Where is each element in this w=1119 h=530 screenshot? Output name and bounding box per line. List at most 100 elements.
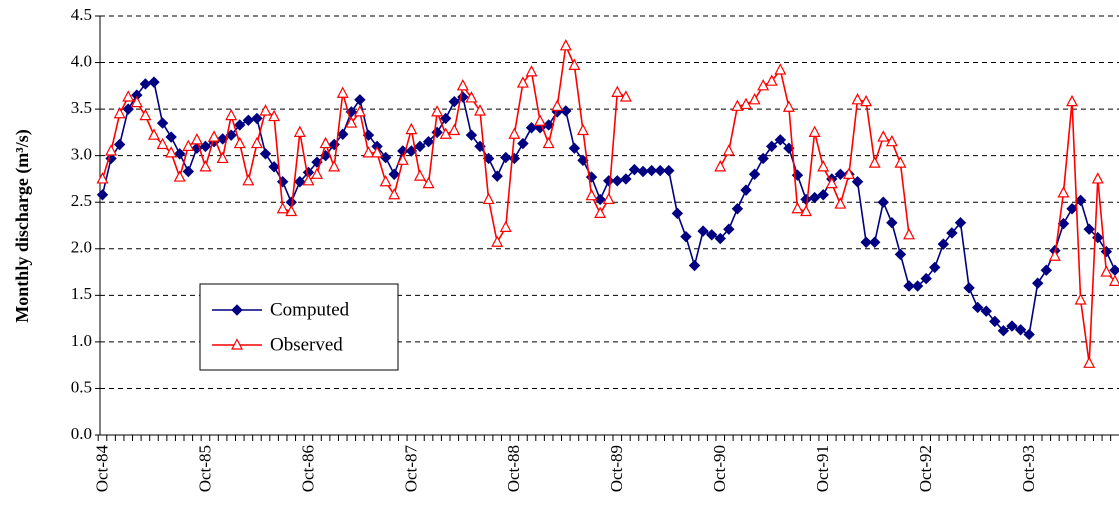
data-point bbox=[516, 76, 529, 88]
data-point bbox=[645, 164, 658, 177]
data-point bbox=[302, 174, 315, 186]
data-point bbox=[294, 176, 306, 188]
data-point bbox=[216, 151, 229, 164]
data-point bbox=[860, 94, 873, 107]
data-point bbox=[894, 248, 907, 261]
data-point bbox=[611, 175, 624, 187]
data-point bbox=[971, 301, 984, 314]
data-point bbox=[800, 193, 812, 206]
y-tick-label: 3.5 bbox=[71, 98, 92, 117]
data-point bbox=[886, 216, 898, 229]
data-point bbox=[456, 79, 469, 91]
data-point bbox=[1006, 320, 1018, 332]
data-point bbox=[740, 97, 752, 110]
y-tick-label: 1.0 bbox=[71, 331, 92, 350]
data-point bbox=[834, 197, 847, 209]
data-point bbox=[1074, 194, 1087, 207]
data-point bbox=[663, 164, 675, 177]
x-tick-label: Oct-84 bbox=[92, 445, 111, 493]
data-point bbox=[508, 152, 521, 165]
series bbox=[96, 76, 1119, 341]
data-point bbox=[431, 105, 444, 117]
data-point bbox=[594, 193, 606, 206]
data-point bbox=[757, 79, 770, 91]
data-point bbox=[997, 325, 1010, 337]
data-point bbox=[534, 122, 546, 134]
data-point bbox=[465, 91, 478, 103]
y-tick-label: 4.5 bbox=[71, 5, 92, 24]
data-point bbox=[250, 136, 263, 149]
series bbox=[96, 39, 1119, 368]
data-point bbox=[337, 128, 349, 140]
data-point bbox=[147, 128, 160, 140]
y-tick-label: 3.0 bbox=[71, 145, 92, 164]
data-point bbox=[1109, 264, 1119, 276]
data-point bbox=[388, 168, 400, 180]
y-tick-label: 2.0 bbox=[71, 238, 92, 257]
data-point bbox=[122, 103, 134, 115]
data-point bbox=[234, 119, 246, 131]
data-point bbox=[105, 144, 118, 156]
data-point bbox=[396, 153, 409, 165]
data-point bbox=[268, 161, 280, 173]
data-point bbox=[251, 112, 263, 125]
data-point bbox=[714, 160, 727, 172]
data-point bbox=[1066, 94, 1079, 107]
data-point bbox=[568, 58, 581, 70]
y-tick-label: 0.5 bbox=[71, 377, 92, 396]
data-point bbox=[611, 85, 624, 97]
data-point bbox=[903, 280, 915, 292]
data-point bbox=[491, 170, 503, 182]
data-point bbox=[293, 125, 306, 137]
data-point bbox=[989, 315, 1001, 328]
y-tick-label: 0.0 bbox=[71, 424, 92, 443]
data-point bbox=[517, 137, 529, 150]
data-point bbox=[1100, 265, 1113, 277]
legend: Computed Observed bbox=[199, 283, 399, 371]
data-point bbox=[371, 146, 384, 158]
data-point bbox=[319, 136, 332, 149]
data-point bbox=[534, 114, 547, 126]
data-point bbox=[525, 65, 538, 77]
data-point bbox=[122, 90, 135, 102]
data-point bbox=[1048, 249, 1061, 261]
data-point bbox=[654, 164, 666, 177]
data-point bbox=[885, 134, 898, 147]
data-point bbox=[174, 148, 186, 160]
x-tick-label: Oct-93 bbox=[1019, 445, 1038, 492]
data-point bbox=[525, 122, 538, 134]
data-point bbox=[791, 201, 804, 214]
data-point bbox=[903, 228, 916, 240]
data-point bbox=[705, 229, 718, 241]
data-point bbox=[508, 127, 521, 139]
data-point bbox=[937, 238, 950, 250]
data-point bbox=[954, 216, 967, 229]
data-point bbox=[413, 169, 426, 181]
data-point bbox=[353, 105, 366, 117]
data-point bbox=[731, 99, 744, 111]
data-point bbox=[448, 123, 461, 136]
data-point bbox=[748, 168, 761, 180]
data-point bbox=[96, 189, 109, 201]
data-point bbox=[482, 192, 495, 205]
data-point bbox=[208, 130, 221, 142]
data-point bbox=[688, 259, 701, 272]
data-point bbox=[231, 304, 243, 316]
data-point bbox=[439, 127, 452, 139]
data-point bbox=[1083, 223, 1095, 235]
data-point bbox=[439, 112, 452, 125]
data-point bbox=[620, 173, 632, 185]
data-point bbox=[834, 168, 847, 180]
data-point bbox=[268, 109, 281, 122]
data-point bbox=[148, 76, 160, 88]
data-point bbox=[190, 133, 203, 145]
data-point bbox=[920, 272, 932, 285]
data-point bbox=[800, 204, 813, 217]
data-point bbox=[362, 146, 375, 158]
data-point bbox=[354, 94, 366, 106]
data-point bbox=[1040, 264, 1053, 276]
data-point bbox=[276, 201, 289, 214]
data-point bbox=[379, 151, 392, 164]
data-point bbox=[851, 93, 864, 105]
data-point bbox=[199, 140, 212, 153]
